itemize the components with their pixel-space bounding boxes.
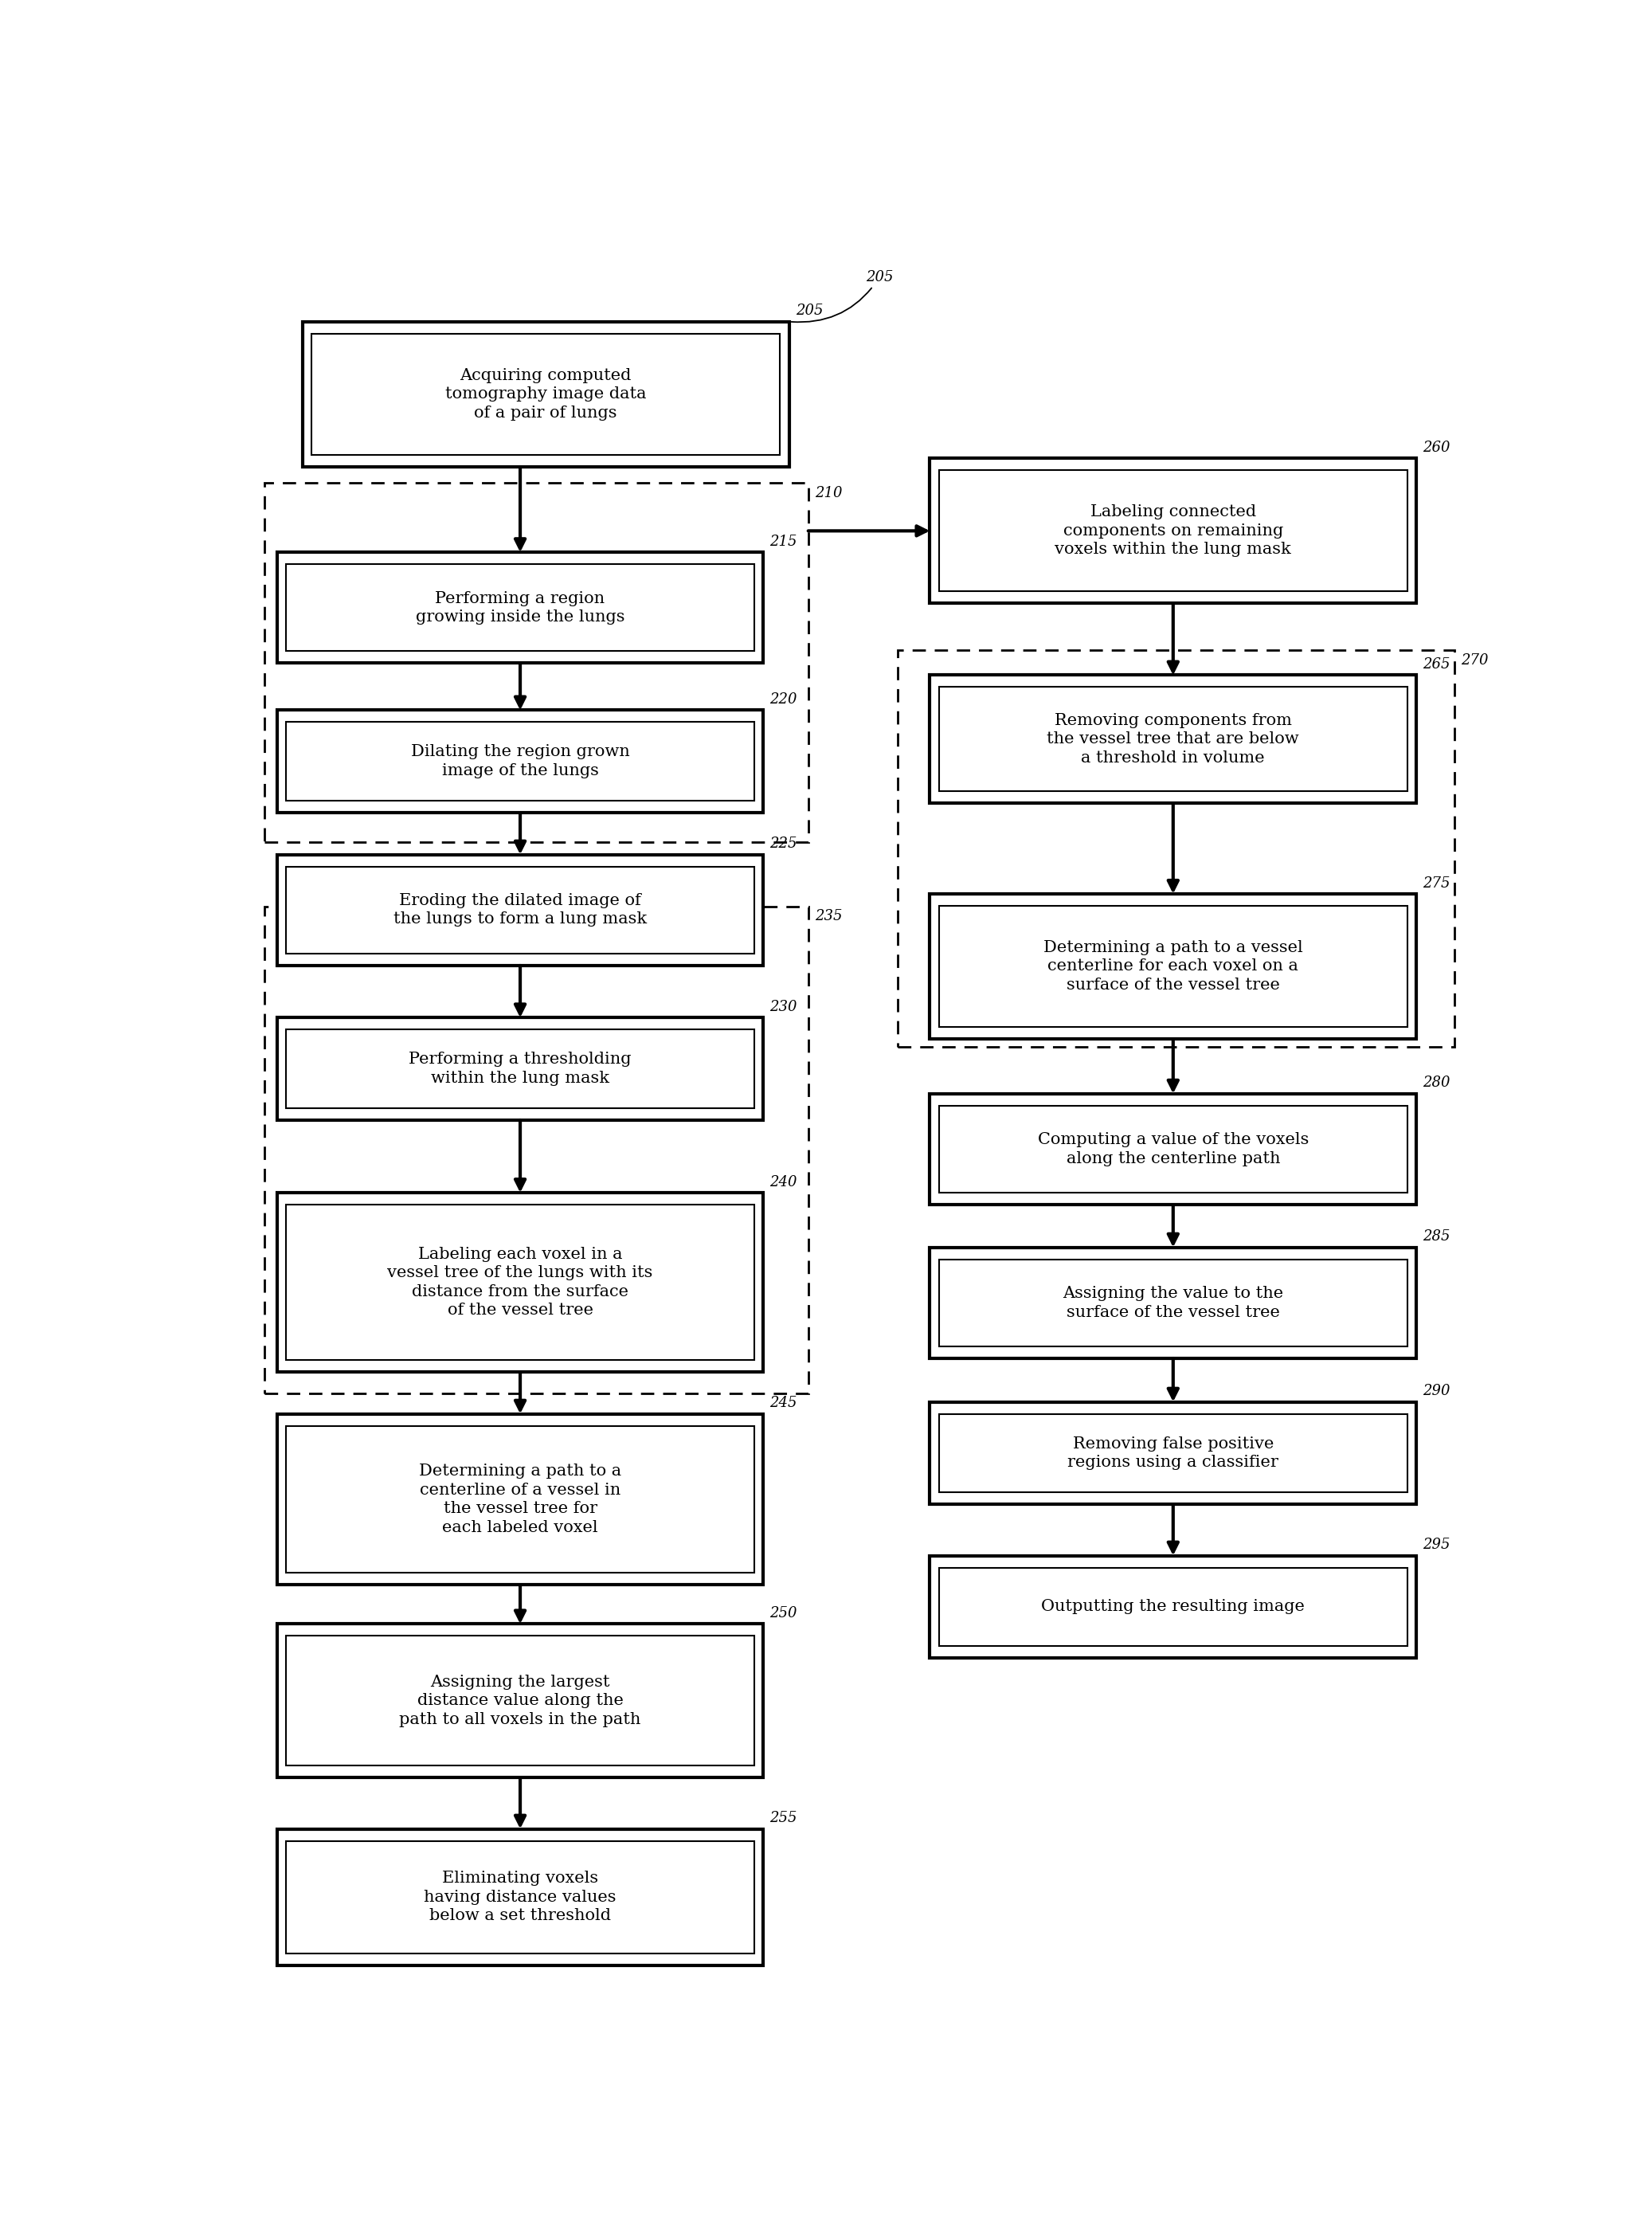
Text: 250: 250	[770, 1606, 798, 1621]
FancyBboxPatch shape	[938, 1413, 1408, 1493]
FancyBboxPatch shape	[930, 674, 1416, 803]
Text: 210: 210	[814, 486, 843, 499]
FancyBboxPatch shape	[938, 1568, 1408, 1646]
Text: 235: 235	[814, 909, 843, 923]
FancyBboxPatch shape	[286, 563, 755, 652]
FancyBboxPatch shape	[930, 459, 1416, 603]
FancyBboxPatch shape	[286, 1029, 755, 1109]
FancyBboxPatch shape	[312, 333, 780, 455]
Text: 295: 295	[1422, 1537, 1450, 1553]
FancyBboxPatch shape	[938, 1105, 1408, 1193]
Text: 275: 275	[1422, 876, 1450, 889]
FancyBboxPatch shape	[302, 322, 790, 466]
Text: 220: 220	[770, 692, 798, 708]
Text: 280: 280	[1422, 1076, 1450, 1091]
FancyBboxPatch shape	[278, 1413, 763, 1584]
Text: Removing false positive
regions using a classifier: Removing false positive regions using a …	[1067, 1437, 1279, 1471]
Text: 270: 270	[1462, 652, 1488, 668]
FancyBboxPatch shape	[930, 894, 1416, 1038]
FancyBboxPatch shape	[286, 723, 755, 801]
FancyBboxPatch shape	[286, 1204, 755, 1360]
Text: Performing a thresholding
within the lung mask: Performing a thresholding within the lun…	[408, 1051, 631, 1087]
Text: 285: 285	[1422, 1229, 1450, 1244]
FancyBboxPatch shape	[930, 1402, 1416, 1504]
Text: 205: 205	[796, 304, 823, 317]
FancyBboxPatch shape	[938, 1260, 1408, 1346]
FancyBboxPatch shape	[938, 470, 1408, 592]
Text: 265: 265	[1422, 657, 1450, 672]
Text: 255: 255	[770, 1812, 798, 1825]
Text: Assigning the largest
distance value along the
path to all voxels in the path: Assigning the largest distance value alo…	[400, 1675, 641, 1728]
Text: Eliminating voxels
having distance values
below a set threshold: Eliminating voxels having distance value…	[425, 1870, 616, 1923]
FancyBboxPatch shape	[938, 905, 1408, 1027]
Text: 230: 230	[770, 1000, 798, 1014]
Text: Removing components from
the vessel tree that are below
a threshold in volume: Removing components from the vessel tree…	[1047, 712, 1298, 765]
FancyBboxPatch shape	[286, 1637, 755, 1766]
Text: Determining a path to a
centerline of a vessel in
the vessel tree for
each label: Determining a path to a centerline of a …	[420, 1464, 621, 1535]
FancyBboxPatch shape	[930, 1093, 1416, 1204]
FancyBboxPatch shape	[938, 688, 1408, 792]
Text: Performing a region
growing inside the lungs: Performing a region growing inside the l…	[416, 590, 624, 625]
FancyBboxPatch shape	[278, 1193, 763, 1373]
Text: 245: 245	[770, 1395, 798, 1411]
Text: Assigning the value to the
surface of the vessel tree: Assigning the value to the surface of th…	[1062, 1286, 1284, 1320]
FancyBboxPatch shape	[278, 1624, 763, 1777]
Text: 225: 225	[770, 836, 798, 852]
FancyBboxPatch shape	[930, 1247, 1416, 1357]
Text: 260: 260	[1422, 441, 1450, 455]
FancyBboxPatch shape	[286, 1426, 755, 1573]
Text: 205: 205	[791, 271, 894, 322]
Text: Computing a value of the voxels
along the centerline path: Computing a value of the voxels along th…	[1037, 1131, 1308, 1167]
Text: 290: 290	[1422, 1384, 1450, 1400]
Text: Labeling each voxel in a
vessel tree of the lungs with its
distance from the sur: Labeling each voxel in a vessel tree of …	[388, 1247, 653, 1317]
FancyBboxPatch shape	[286, 1841, 755, 1954]
FancyBboxPatch shape	[286, 867, 755, 954]
FancyBboxPatch shape	[278, 854, 763, 965]
Text: Outputting the resulting image: Outputting the resulting image	[1041, 1599, 1305, 1615]
Text: Acquiring computed
tomography image data
of a pair of lungs: Acquiring computed tomography image data…	[446, 368, 646, 421]
FancyBboxPatch shape	[278, 710, 763, 812]
FancyBboxPatch shape	[930, 1555, 1416, 1659]
Text: Dilating the region grown
image of the lungs: Dilating the region grown image of the l…	[411, 745, 629, 779]
FancyBboxPatch shape	[278, 552, 763, 663]
FancyBboxPatch shape	[278, 1018, 763, 1120]
FancyBboxPatch shape	[278, 1830, 763, 1965]
Text: Determining a path to a vessel
centerline for each voxel on a
surface of the ves: Determining a path to a vessel centerlin…	[1044, 940, 1303, 994]
Text: 215: 215	[770, 535, 798, 548]
Text: Eroding the dilated image of
the lungs to form a lung mask: Eroding the dilated image of the lungs t…	[393, 894, 648, 927]
Text: Labeling connected
components on remaining
voxels within the lung mask: Labeling connected components on remaini…	[1056, 503, 1292, 557]
Text: 240: 240	[770, 1176, 798, 1189]
